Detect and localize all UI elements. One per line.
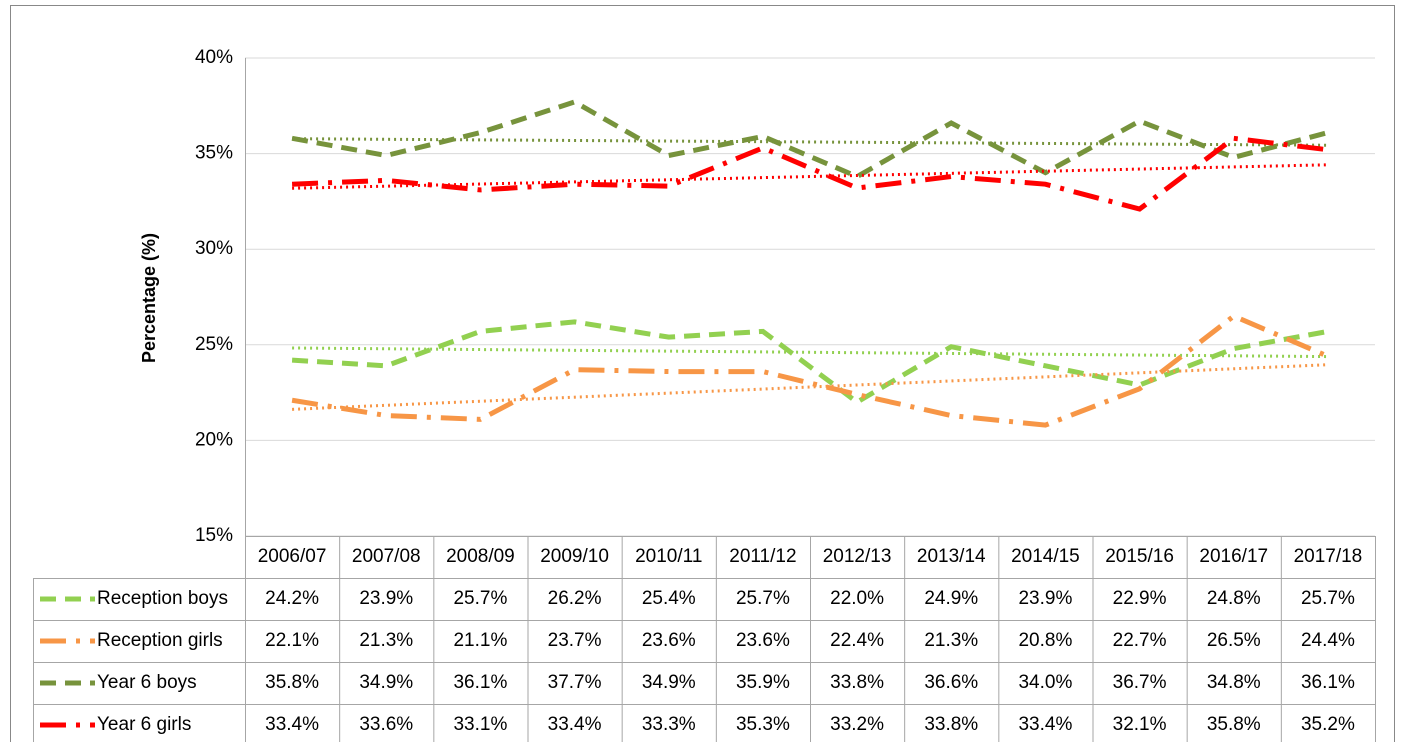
x-tick-label: 2016/17 bbox=[1199, 546, 1268, 567]
data-label: 22.7% bbox=[1113, 630, 1167, 651]
y-tick-label: 20% bbox=[195, 429, 233, 450]
data-label: 35.2% bbox=[1301, 714, 1355, 735]
legend-label: Reception boys bbox=[97, 588, 228, 609]
data-label: 25.7% bbox=[736, 588, 790, 609]
data-label: 25.4% bbox=[642, 588, 696, 609]
y-tick-label: 25% bbox=[195, 334, 233, 355]
data-label: 32.1% bbox=[1113, 714, 1167, 735]
data-label: 35.8% bbox=[1207, 714, 1261, 735]
data-label: 23.6% bbox=[642, 630, 696, 651]
data-label: 34.9% bbox=[642, 672, 696, 693]
y-tick-label: 35% bbox=[195, 143, 233, 164]
x-tick-label: 2009/10 bbox=[540, 546, 609, 567]
data-label: 33.4% bbox=[548, 714, 602, 735]
data-label: 23.7% bbox=[548, 630, 602, 651]
data-label: 36.1% bbox=[1301, 672, 1355, 693]
data-label: 24.4% bbox=[1301, 630, 1355, 651]
data-label: 35.9% bbox=[736, 672, 790, 693]
legend-label: Year 6 girls bbox=[97, 714, 191, 735]
data-label: 22.9% bbox=[1113, 588, 1167, 609]
data-label: 23.9% bbox=[359, 588, 413, 609]
x-tick-label: 2006/07 bbox=[258, 546, 327, 567]
data-label: 34.9% bbox=[359, 672, 413, 693]
x-tick-label: 2015/16 bbox=[1105, 546, 1174, 567]
data-label: 33.4% bbox=[1018, 714, 1072, 735]
x-tick-label: 2012/13 bbox=[823, 546, 892, 567]
x-tick-label: 2007/08 bbox=[352, 546, 421, 567]
data-label: 24.2% bbox=[265, 588, 319, 609]
data-label: 33.6% bbox=[359, 714, 413, 735]
data-label: 22.0% bbox=[830, 588, 884, 609]
data-label: 24.9% bbox=[924, 588, 978, 609]
series-line bbox=[291, 99, 1329, 180]
data-label: 26.2% bbox=[548, 588, 602, 609]
data-label: 33.2% bbox=[830, 714, 884, 735]
data-label: 35.3% bbox=[736, 714, 790, 735]
data-label: 26.5% bbox=[1207, 630, 1261, 651]
data-label: 25.7% bbox=[453, 588, 507, 609]
x-tick-label: 2011/12 bbox=[729, 546, 796, 567]
series-line bbox=[291, 313, 1329, 428]
x-tick-label: 2010/11 bbox=[635, 546, 702, 567]
data-label: 23.6% bbox=[736, 630, 790, 651]
x-tick-label: 2013/14 bbox=[917, 546, 986, 567]
legend-label: Reception girls bbox=[97, 630, 223, 651]
data-label: 33.1% bbox=[453, 714, 507, 735]
series-line bbox=[291, 319, 1329, 406]
data-label: 22.4% bbox=[830, 630, 884, 651]
x-tick-label: 2017/18 bbox=[1294, 546, 1363, 567]
data-label: 33.4% bbox=[265, 714, 319, 735]
data-label: 24.8% bbox=[1207, 588, 1261, 609]
data-label: 36.6% bbox=[924, 672, 978, 693]
data-label: 33.8% bbox=[924, 714, 978, 735]
x-tick-label: 2008/09 bbox=[446, 546, 515, 567]
data-label: 35.8% bbox=[265, 672, 319, 693]
y-tick-label: 40% bbox=[195, 47, 233, 68]
trend-line bbox=[292, 137, 1328, 147]
y-tick-label: 30% bbox=[195, 238, 233, 259]
x-tick-label: 2014/15 bbox=[1011, 546, 1080, 567]
data-label: 36.7% bbox=[1113, 672, 1167, 693]
data-label: 21.3% bbox=[924, 630, 978, 651]
y-axis-label: Percentage (%) bbox=[139, 233, 159, 363]
data-label: 20.8% bbox=[1018, 630, 1072, 651]
data-label: 36.1% bbox=[453, 672, 507, 693]
data-label: 23.9% bbox=[1018, 588, 1072, 609]
data-label: 34.0% bbox=[1018, 672, 1072, 693]
data-label: 22.1% bbox=[265, 630, 319, 651]
trend-line bbox=[292, 346, 1328, 359]
data-label: 25.7% bbox=[1301, 588, 1355, 609]
data-label: 33.8% bbox=[830, 672, 884, 693]
data-label: 21.3% bbox=[359, 630, 413, 651]
data-label: 34.8% bbox=[1207, 672, 1261, 693]
data-label: 21.1% bbox=[453, 630, 507, 651]
y-tick-label: 15% bbox=[195, 525, 233, 546]
series-line bbox=[291, 135, 1329, 212]
data-label: 33.3% bbox=[642, 714, 696, 735]
data-label: 37.7% bbox=[548, 672, 602, 693]
legend-label: Year 6 boys bbox=[97, 672, 197, 693]
